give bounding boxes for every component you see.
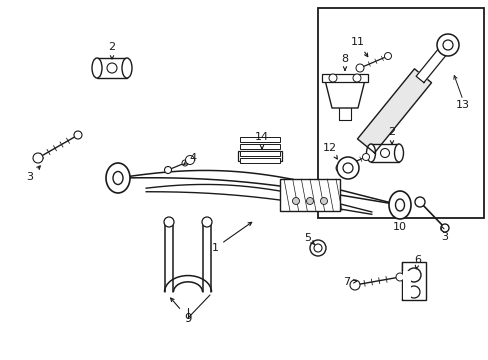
Text: 2: 2 [387,127,395,144]
Text: 12: 12 [322,143,337,159]
Ellipse shape [395,199,404,211]
Circle shape [74,131,82,139]
Circle shape [292,198,299,204]
Text: 8: 8 [341,54,348,70]
Bar [238,151,282,161]
Ellipse shape [92,58,102,78]
Text: 1: 1 [211,222,251,253]
Text: 5: 5 [304,233,314,244]
Circle shape [33,153,43,163]
Circle shape [335,164,343,172]
Bar [97,58,127,78]
Circle shape [349,280,359,290]
Circle shape [406,268,420,282]
Circle shape [384,53,391,59]
Circle shape [395,273,403,281]
Text: 3: 3 [440,226,447,242]
Text: 14: 14 [254,132,268,149]
Text: 2: 2 [108,42,115,59]
Circle shape [380,148,389,158]
Circle shape [306,198,313,204]
Circle shape [107,63,117,73]
Ellipse shape [122,58,132,78]
Bar [240,158,280,163]
Bar [240,151,280,156]
Circle shape [185,156,194,165]
Polygon shape [325,80,364,108]
Bar [321,74,367,82]
Ellipse shape [106,163,130,193]
Bar [240,144,280,149]
Ellipse shape [436,34,458,56]
Circle shape [440,224,448,232]
Ellipse shape [342,163,352,173]
Bar [240,137,280,142]
Ellipse shape [394,144,403,162]
Circle shape [164,166,171,174]
Bar [402,271,410,299]
Circle shape [355,64,363,72]
Text: 13: 13 [455,100,469,110]
Text: 11: 11 [350,37,367,57]
Polygon shape [415,48,446,82]
Circle shape [202,217,212,227]
Polygon shape [357,69,430,153]
Ellipse shape [113,171,123,184]
Circle shape [320,198,327,204]
Text: 6: 6 [414,255,421,269]
Text: 3: 3 [26,166,40,182]
Circle shape [414,197,424,207]
Bar [401,262,425,300]
Text: 7: 7 [343,277,356,287]
Bar [280,179,339,211]
Circle shape [309,240,325,256]
Text: 9: 9 [170,298,191,324]
Circle shape [407,286,419,298]
Text: 4: 4 [183,153,196,165]
Circle shape [313,244,321,252]
Ellipse shape [336,157,358,179]
Bar [317,8,483,218]
Circle shape [352,74,360,82]
Circle shape [182,160,187,166]
Ellipse shape [388,191,410,219]
Ellipse shape [366,144,375,162]
Text: 10: 10 [392,222,406,232]
Ellipse shape [442,40,452,50]
Bar [370,144,398,162]
Circle shape [362,153,369,161]
Circle shape [163,217,174,227]
Circle shape [328,74,336,82]
